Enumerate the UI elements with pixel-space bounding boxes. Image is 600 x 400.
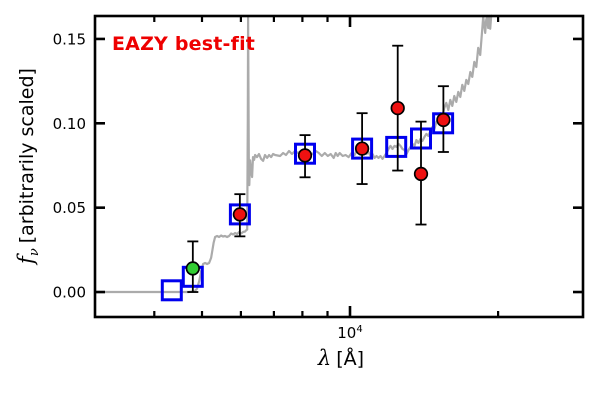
y-tick-label: 0.00 bbox=[53, 284, 86, 302]
x-major-tick-label: 104 bbox=[337, 324, 363, 342]
observed-photometry-point bbox=[436, 112, 451, 128]
template-photometry-square bbox=[160, 279, 183, 302]
y-axis-units: [arbitrarily scaled] bbox=[15, 68, 38, 244]
fit-annotation: EAZY best-fit bbox=[112, 33, 255, 55]
observed-photometry-point bbox=[390, 100, 405, 116]
observed-photometry-point bbox=[232, 207, 248, 222]
y-tick-label: 0.15 bbox=[53, 30, 86, 48]
lambda-symbol: λ bbox=[317, 346, 332, 370]
f-nu-symbol: fν bbox=[13, 248, 43, 264]
template-spectrum-line bbox=[95, 14, 493, 294]
observed-photometry-point bbox=[413, 166, 429, 182]
y-tick-label: 0.10 bbox=[53, 115, 86, 133]
y-axis-label: fν [arbitrarily scaled] bbox=[14, 68, 42, 264]
template-photometry-square bbox=[385, 135, 408, 158]
observed-photometry-point bbox=[185, 261, 200, 276]
axes-frame bbox=[93, 14, 585, 319]
y-tick-label: 0.05 bbox=[53, 199, 86, 217]
fit-annotation-text: EAZY best-fit bbox=[112, 33, 256, 55]
observed-photometry-point bbox=[297, 148, 313, 163]
x-axis-units: [Å] bbox=[336, 348, 365, 370]
observed-photometry-point bbox=[354, 141, 370, 156]
x-axis-label: λ [Å] bbox=[318, 346, 364, 370]
